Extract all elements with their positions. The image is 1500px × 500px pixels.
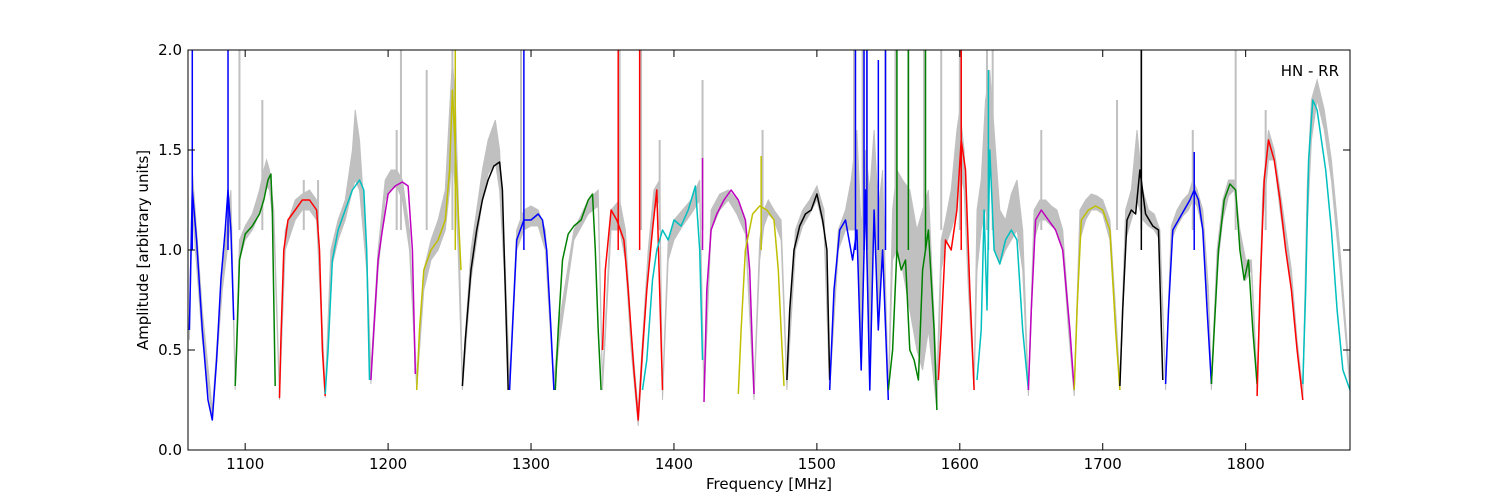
annotation-label: HN - RR [1281, 62, 1339, 80]
subband-line-24 [1302, 99, 1350, 391]
subband-line-5 [415, 89, 462, 391]
plot-area [188, 50, 1350, 450]
x-tick-label: 1600 [941, 455, 979, 473]
subband-line-7 [508, 213, 555, 391]
x-tick-label: 1500 [798, 455, 836, 473]
subband-line-23 [1256, 139, 1304, 401]
y-axis-label: Amplitude [arbitrary units] [134, 150, 152, 350]
subband-line-17 [976, 149, 1030, 391]
subband-line-8 [554, 193, 602, 391]
subband-line-15 [887, 229, 938, 411]
subband-line-20 [1119, 169, 1164, 387]
subband-line-16 [937, 139, 975, 391]
subband-line-4 [370, 181, 417, 381]
x-tick-label: 1700 [1084, 455, 1122, 473]
subband-line-12 [737, 205, 785, 395]
subband-line-9 [601, 189, 664, 421]
y-tick-label: 0.0 [158, 441, 182, 459]
y-tick-label: 1.0 [158, 241, 182, 259]
subband-line-10 [641, 185, 704, 391]
subband-line-1 [234, 173, 276, 387]
x-tick-label: 1200 [369, 455, 407, 473]
subband-line-11 [703, 189, 755, 403]
x-tick-label: 1300 [512, 455, 550, 473]
y-tick-label: 1.5 [158, 141, 182, 159]
x-tick-label: 1800 [1227, 455, 1265, 473]
ticks-layer: 1100 1200 1300 1400 1500 1600 1700 1800 0.0 0.5 1.… [158, 41, 1350, 473]
subband-line-6 [461, 161, 509, 391]
x-tick-label: 1100 [226, 455, 264, 473]
subband-line-2 [278, 199, 326, 399]
subband-line-21 [1164, 189, 1213, 385]
x-tick-label: 1400 [655, 455, 693, 473]
x-axis-label: Frequency [MHz] [706, 475, 832, 493]
y-tick-label: 2.0 [158, 41, 182, 59]
subband-line-3 [324, 179, 371, 395]
subband-line-19 [1073, 205, 1121, 391]
subband-line-14 [828, 189, 890, 401]
y-tick-label: 0.5 [158, 341, 182, 359]
subband-line-22 [1210, 183, 1258, 385]
subband-line-13 [786, 193, 831, 381]
subband-line-18 [1027, 209, 1075, 391]
background-trace [188, 59, 1350, 427]
